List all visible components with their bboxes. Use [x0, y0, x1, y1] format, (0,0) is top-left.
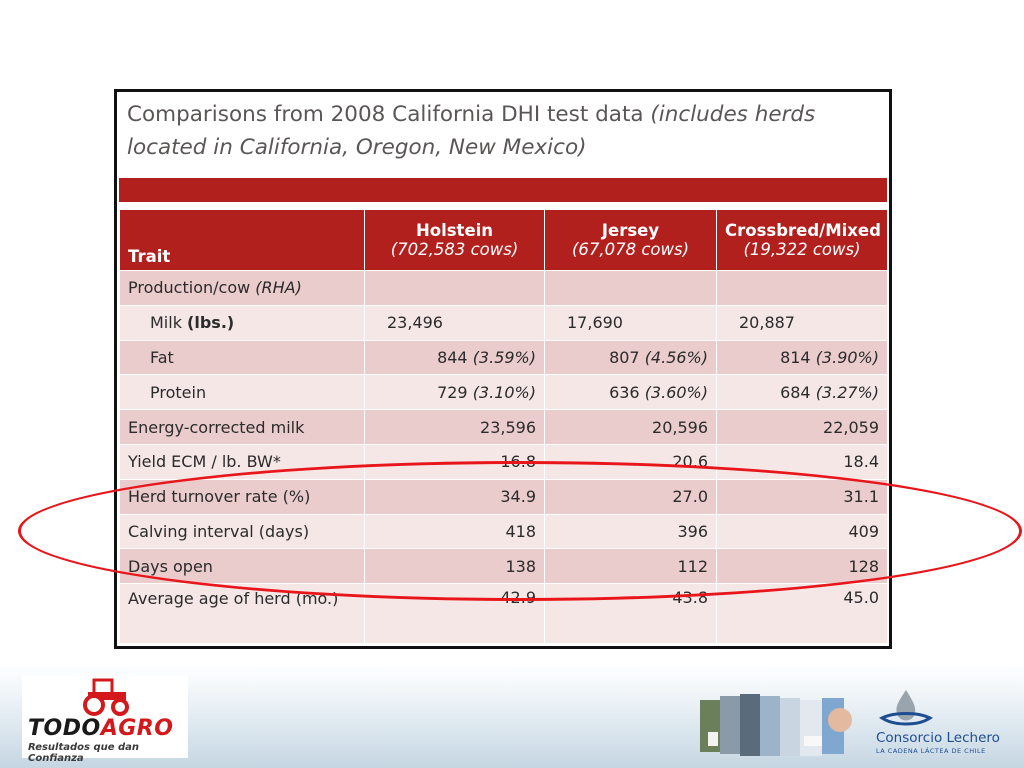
dairy-photo-collage — [700, 694, 852, 756]
table-row-ecm: Energy-corrected milk 23,596 20,596 22,0… — [119, 409, 888, 445]
row-label: Energy-corrected milk — [119, 409, 365, 445]
cell-crossbred: 684 (3.27%) — [716, 374, 888, 411]
todoagro-logo: TODOAGRO Resultados que dan Confianza — [22, 676, 188, 764]
cell-empty — [364, 270, 545, 306]
header-crossbred-count: (19,322 cows) — [743, 240, 861, 259]
slide-title-main: Comparisons from 2008 California DHI tes… — [127, 102, 651, 127]
tractor-icon — [83, 678, 129, 716]
todoagro-tagline: Resultados que dan Confianza — [28, 742, 140, 764]
percent: (3.90%) — [815, 347, 879, 367]
title-band — [119, 178, 887, 202]
cell-holstein: 23,496 — [364, 304, 545, 341]
header-holstein-name: Holstein — [415, 221, 494, 240]
value: 684 — [780, 382, 816, 402]
consorcio-lechero-tagline: LA CADENA LÁCTEA DE CHILE — [876, 747, 986, 755]
value: 636 — [609, 382, 645, 402]
header-holstein-count: (702,583 cows) — [390, 240, 519, 259]
percent: (3.27%) — [815, 382, 879, 402]
percent: (4.56%) — [644, 347, 708, 367]
header-trait: Trait — [119, 209, 365, 271]
table-header-row: Trait Holstein (702,583 cows) Jersey (67… — [119, 209, 888, 271]
todoagro-name: TODOAGRO — [28, 716, 173, 741]
value: 729 — [437, 382, 473, 402]
todoagro-name-b: AGRO — [100, 716, 174, 741]
consorcio-lechero-name: Consorcio Lechero — [876, 730, 1000, 746]
milk-unit: (lbs.) — [187, 313, 235, 333]
production-label-rha: (RHA) — [255, 278, 302, 298]
header-jersey-count: (67,078 cows) — [571, 240, 690, 259]
percent: (3.60%) — [644, 382, 708, 402]
cell-holstein: 729 (3.10%) — [364, 374, 545, 411]
highlight-oval — [18, 461, 1022, 601]
cell-jersey: 636 (3.60%) — [544, 374, 717, 411]
table-row-milk: Milk (lbs.) 23,496 17,690 20,887 — [119, 304, 888, 341]
slide-frame: Comparisons from 2008 California DHI tes… — [114, 89, 892, 649]
cell-jersey: 17,690 — [544, 304, 717, 341]
slide-title-italic: (includes herds located in California, O… — [127, 102, 816, 160]
value: 814 — [780, 347, 816, 367]
milk-splash-icon — [879, 690, 933, 726]
header-crossbred: Crossbred/Mixed (19,322 cows) — [716, 209, 888, 271]
header-jersey-name: Jersey — [601, 221, 660, 240]
cell-jersey: 20,596 — [544, 409, 717, 445]
table-row-fat: Fat 844 (3.59%) 807 (4.56%) 814 (3.90%) — [119, 339, 888, 376]
row-label: Fat — [119, 339, 365, 376]
row-label: Protein — [119, 374, 365, 411]
cell-crossbred: 45.0 — [716, 583, 888, 645]
cell-crossbred: 22,059 — [716, 409, 888, 445]
cell-crossbred: 20,887 — [716, 304, 888, 341]
row-label: Milk (lbs.) — [119, 304, 365, 341]
value: 807 — [609, 347, 645, 367]
percent: (3.59%) — [472, 347, 536, 367]
header-jersey: Jersey (67,078 cows) — [544, 209, 717, 271]
cell-empty — [544, 270, 717, 306]
cell-jersey: 807 (4.56%) — [544, 339, 717, 376]
milk-label: Milk — [150, 313, 188, 333]
slide-title: Comparisons from 2008 California DHI tes… — [127, 98, 877, 164]
table-row-production: Production/cow (RHA) — [119, 270, 888, 306]
row-label: Production/cow (RHA) — [119, 270, 365, 306]
table-row-protein: Protein 729 (3.10%) 636 (3.60%) 684 (3.2… — [119, 374, 888, 411]
todoagro-name-a: TODO — [28, 716, 101, 741]
cell-holstein: 844 (3.59%) — [364, 339, 545, 376]
percent: (3.10%) — [472, 382, 536, 402]
header-crossbred-name: Crossbred/Mixed — [725, 221, 881, 240]
value: 844 — [437, 347, 473, 367]
cell-crossbred: 814 (3.90%) — [716, 339, 888, 376]
cell-empty — [716, 270, 888, 306]
header-holstein: Holstein (702,583 cows) — [364, 209, 545, 271]
production-label: Production/cow — [128, 278, 256, 298]
cell-holstein: 23,596 — [364, 409, 545, 445]
consorcio-lechero-logo: Consorcio Lechero LA CADENA LÁCTEA DE CH… — [872, 686, 1008, 760]
